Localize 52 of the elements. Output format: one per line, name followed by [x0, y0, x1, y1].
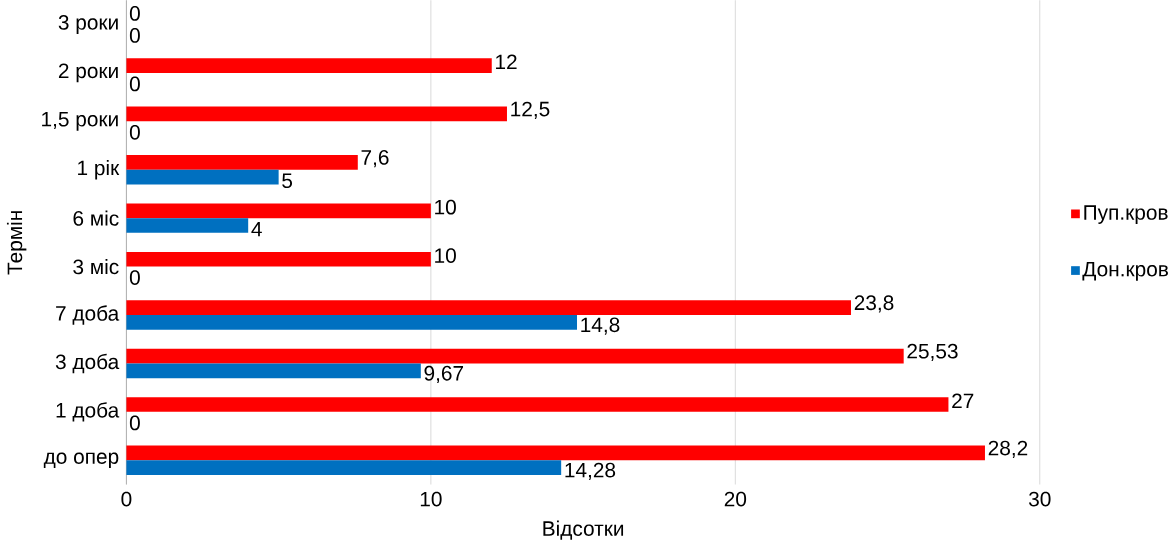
y-tick-label: 7 доба	[56, 305, 120, 325]
legend-label: Дон.кров	[1082, 262, 1168, 281]
data-label: 23,8	[854, 295, 894, 313]
bar	[126, 348, 904, 364]
data-label: 12	[496, 54, 517, 70]
data-label: 10	[435, 248, 456, 264]
y-tick-label: 3 міс	[73, 259, 119, 275]
y-tick-label: 1 рік	[78, 160, 120, 180]
legend-label: Пуп.кров	[1084, 205, 1168, 225]
data-label: 28,2	[988, 440, 1028, 458]
data-label: 27	[952, 393, 974, 409]
data-label: 4	[251, 222, 262, 237]
y-tick-label: 6 міс	[73, 210, 119, 226]
y-tick-label: 2 роки	[58, 63, 118, 83]
bar	[126, 106, 507, 122]
data-label: 0	[129, 270, 140, 286]
y-tick-label: до опер	[43, 452, 119, 469]
bar	[126, 445, 985, 461]
y-tick-label: 1 доба	[56, 402, 120, 422]
bar	[126, 363, 421, 379]
data-label: 0	[129, 28, 140, 43]
data-label: 25,53	[907, 343, 958, 362]
y-axis-title: Термін	[6, 211, 27, 275]
y-tick-label: 3 роки	[58, 15, 118, 34]
data-label: 7,6	[361, 150, 389, 168]
y-tick-label: 3 доба	[55, 353, 120, 374]
x-tick-label: 20	[724, 491, 747, 507]
bar	[126, 315, 578, 330]
data-label: 14,8	[581, 317, 620, 335]
data-label: 5	[282, 173, 293, 189]
bar	[126, 218, 249, 233]
data-label: 0	[129, 6, 140, 21]
data-label: 10	[435, 199, 456, 215]
y-tick-label: 1,5 роки	[42, 112, 118, 131]
x-tick-label: 0	[121, 491, 132, 507]
bar	[126, 460, 562, 476]
x-tick-label: 30	[1028, 491, 1051, 507]
bar	[126, 58, 492, 73]
bar	[126, 155, 358, 170]
bar	[126, 251, 431, 267]
bar	[126, 300, 852, 316]
bar	[126, 203, 431, 219]
data-label: 9,67	[424, 365, 464, 384]
data-label: 14,28	[565, 462, 616, 481]
x-axis-title: Відсотки	[543, 520, 624, 540]
x-tick-label: 10	[420, 491, 442, 507]
data-label: 0	[129, 415, 140, 431]
data-label: 12,5	[511, 101, 550, 119]
bar	[126, 397, 949, 412]
bar	[126, 169, 279, 185]
data-label: 0	[129, 125, 140, 140]
data-label: 0	[129, 76, 140, 92]
